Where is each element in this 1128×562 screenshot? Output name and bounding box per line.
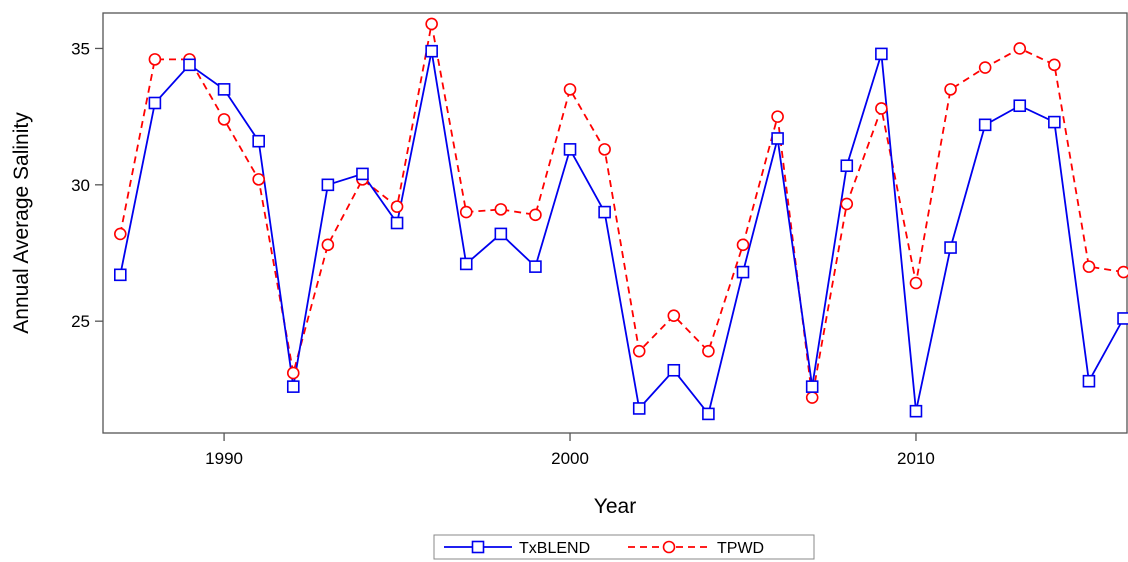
data-point-tpwd (252, 173, 265, 186)
data-point-txblend (494, 227, 508, 241)
data-point-txblend (909, 404, 923, 418)
data-point-txblend (736, 265, 750, 279)
data-point-txblend (563, 143, 577, 156)
data-point-tpwd (736, 238, 750, 252)
legend-label-txblend: TxBLEND (519, 540, 590, 557)
data-point-tpwd (529, 208, 542, 222)
x-axis-title: Year (594, 495, 636, 518)
data-point-txblend (459, 257, 473, 271)
data-point-txblend (944, 241, 957, 254)
data-point-txblend (1082, 374, 1096, 388)
data-point-tpwd (494, 203, 508, 216)
data-point-txblend (286, 380, 300, 393)
data-point-tpwd (217, 113, 231, 126)
data-point-txblend (217, 83, 231, 96)
data-point-tpwd (390, 200, 404, 213)
plot-frame (102, 12, 1128, 434)
data-point-tpwd (805, 391, 819, 404)
y-tick-label: 25 (71, 312, 90, 331)
data-point-tpwd (909, 276, 923, 290)
y-tick-label: 35 (71, 39, 90, 58)
data-point-txblend (875, 47, 888, 61)
y-tick-label: 30 (71, 176, 90, 195)
series-line-txblend (119, 51, 1125, 416)
data-point-txblend (113, 268, 127, 282)
data-point-txblend (632, 402, 646, 415)
data-point-tpwd (148, 53, 162, 66)
data-point-txblend (321, 178, 335, 192)
data-point-tpwd (978, 61, 992, 74)
data-point-txblend (840, 159, 854, 173)
series-line-tpwd (119, 23, 1124, 398)
legend-label-tpwd: TPWD (717, 540, 764, 557)
data-point-tpwd (321, 238, 335, 252)
legend: TxBLEND TPWD (433, 534, 815, 560)
plot-area: 25 30 35 1990 2000 2010 (71, 12, 1128, 468)
data-point-tpwd (944, 83, 957, 96)
data-point-tpwd (1048, 58, 1061, 72)
x-tick-label: 2000 (551, 449, 589, 468)
data-point-tpwd (563, 83, 577, 96)
data-point-txblend (356, 167, 369, 181)
data-point-tpwd (771, 110, 784, 123)
data-point-txblend (529, 260, 542, 273)
data-point-txblend (771, 132, 784, 145)
data-point-txblend (667, 363, 681, 377)
data-point-tpwd (425, 17, 438, 31)
x-tick-label: 2010 (897, 449, 935, 468)
data-point-txblend (978, 118, 992, 132)
data-point-tpwd (840, 197, 854, 211)
data-point-txblend (390, 216, 404, 230)
data-point-txblend (1048, 115, 1061, 129)
data-point-tpwd (113, 227, 127, 241)
data-point-txblend (252, 134, 265, 148)
data-point-tpwd (875, 102, 888, 115)
data-point-tpwd (667, 309, 681, 323)
data-point-tpwd (459, 205, 473, 219)
data-point-txblend (148, 96, 162, 110)
data-point-tpwd (702, 344, 715, 358)
data-point-txblend (425, 44, 438, 58)
legend-marker-txblend (471, 540, 485, 554)
legend-marker-tpwd (662, 540, 676, 554)
data-point-tpwd (1117, 265, 1128, 279)
data-point-tpwd (1082, 260, 1096, 273)
data-point-txblend (1117, 312, 1128, 325)
x-tick-label: 1990 (205, 449, 243, 468)
data-point-tpwd (632, 344, 646, 358)
data-point-txblend (598, 205, 611, 219)
y-axis-title: Annual Average Salinity (10, 112, 33, 334)
data-point-txblend (183, 58, 196, 72)
data-point-txblend (1013, 99, 1027, 113)
data-point-tpwd (1013, 42, 1027, 55)
data-point-tpwd (598, 143, 611, 156)
data-point-txblend (702, 407, 715, 421)
data-point-tpwd (286, 366, 300, 380)
data-point-txblend (805, 380, 819, 393)
